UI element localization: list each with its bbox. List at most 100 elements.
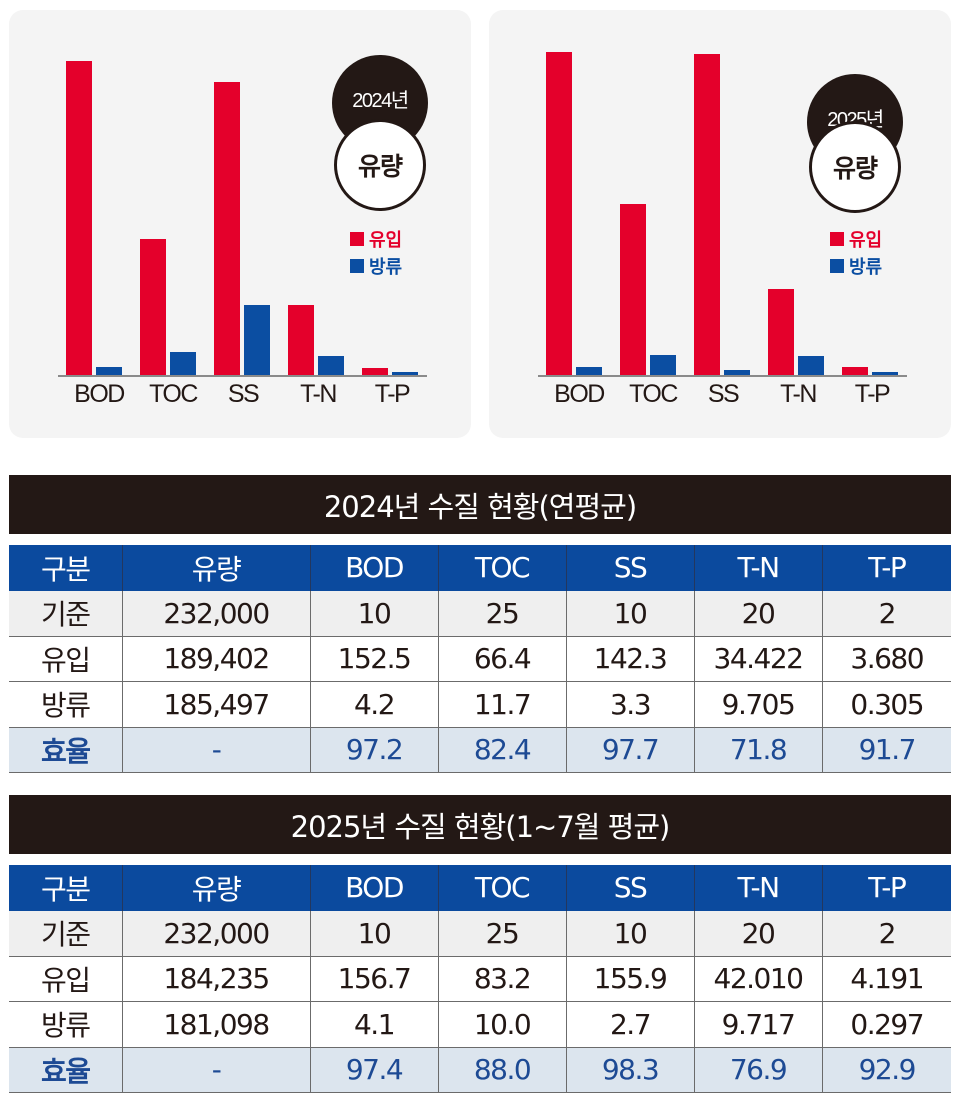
row-label: 효율 <box>9 1047 122 1093</box>
bar-inflow-tn-2025 <box>768 289 794 375</box>
bar-inflow-tp-2025 <box>842 367 868 375</box>
blue-square-icon <box>350 258 364 273</box>
column-header: BOD <box>309 545 438 591</box>
table-title: 2024년 수질 현황(연평균) <box>9 475 951 534</box>
chart-legend: 유입 방류 <box>350 225 402 279</box>
column-header: SS <box>565 545 694 591</box>
bar-inflow-bod-2024 <box>66 61 92 375</box>
row-label: 효율 <box>9 727 122 773</box>
column-header: T-N <box>693 865 822 911</box>
x-tick-label: T-P <box>374 380 411 408</box>
table-cell: 9.705 <box>693 681 822 727</box>
table-cell: 10 <box>565 910 694 956</box>
column-header: BOD <box>309 865 438 911</box>
table-cell: 0.297 <box>821 1001 951 1047</box>
row-label: 방류 <box>9 1001 122 1047</box>
data-table: 구분 유량 BOD TOC SS T-N T-P 기준 232,000 10 2… <box>9 545 951 773</box>
water-quality-table-2024: 2024년 수질 현황(연평균) 구분 유량 BOD TOC SS T-N T-… <box>9 475 951 773</box>
table-cell: - <box>121 1047 310 1093</box>
table-row-outflow: 방류 181,098 4.1 10.0 2.7 9.717 0.297 <box>9 1001 951 1047</box>
row-label: 유입 <box>9 636 122 682</box>
legend-label: 유입 <box>849 229 883 251</box>
x-tick-label: T-N <box>780 380 817 408</box>
table-cell: 152.5 <box>309 636 438 682</box>
table-cell: 10 <box>309 910 438 956</box>
bar-inflow-bod-2025 <box>546 52 572 375</box>
header-row: 구분 유량 BOD TOC SS T-N T-P <box>9 865 951 911</box>
table-row-efficiency: 효율 - 97.4 88.0 98.3 76.9 92.9 <box>9 1047 951 1093</box>
column-header: 구분 <box>9 545 122 591</box>
table-cell: 83.2 <box>437 956 566 1002</box>
table-cell: 10 <box>309 590 438 636</box>
row-label: 유입 <box>9 956 122 1002</box>
table-cell: 4.1 <box>309 1001 438 1047</box>
chart-panel-2024: BOD TOC SS T-N T-P 2024년 유량 유입 방류 <box>9 10 471 438</box>
bar-inflow-tp-2024 <box>362 368 388 375</box>
table-cell: 42.010 <box>693 956 822 1002</box>
column-header: T-P <box>821 865 951 911</box>
table-cell: 97.2 <box>309 727 438 773</box>
table-cell: 97.7 <box>565 727 694 773</box>
table-row-standard: 기준 232,000 10 25 10 20 2 <box>9 590 951 636</box>
bar-outflow-toc-2025 <box>650 355 676 375</box>
red-square-icon <box>350 231 364 246</box>
table-cell: 25 <box>437 910 566 956</box>
x-tick-label: BOD <box>74 380 125 408</box>
table-cell: 142.3 <box>565 636 694 682</box>
table-row-outflow: 방류 185,497 4.2 11.7 3.3 9.705 0.305 <box>9 681 951 727</box>
water-quality-table-2025: 2025년 수질 현황(1~7월 평균) 구분 유량 BOD TOC SS T-… <box>9 795 951 1093</box>
bar-inflow-toc-2025 <box>620 204 646 375</box>
bar-outflow-toc-2024 <box>170 352 196 375</box>
bar-outflow-tn-2025 <box>798 356 824 375</box>
bar-outflow-tp-2025 <box>872 372 898 375</box>
table-row-inflow: 유입 189,402 152.5 66.4 142.3 34.422 3.680 <box>9 636 951 682</box>
table-cell: 10 <box>565 590 694 636</box>
column-header: TOC <box>437 545 566 591</box>
table-cell: - <box>121 727 310 773</box>
table-cell: 76.9 <box>693 1047 822 1093</box>
table-cell: 232,000 <box>121 910 310 956</box>
header-row: 구분 유량 BOD TOC SS T-N T-P <box>9 545 951 591</box>
table-cell: 2 <box>821 590 951 636</box>
x-tick-label: SS <box>227 380 260 408</box>
x-tick-label: TOC <box>149 380 198 408</box>
table-cell: 181,098 <box>121 1001 310 1047</box>
bar-outflow-bod-2025 <box>576 367 602 375</box>
table-cell: 189,402 <box>121 636 310 682</box>
table-cell: 184,235 <box>121 956 310 1002</box>
table-cell: 2.7 <box>565 1001 694 1047</box>
table-cell: 20 <box>693 590 822 636</box>
table-cell: 97.4 <box>309 1047 438 1093</box>
bar-inflow-ss-2025 <box>694 54 720 375</box>
column-header: 구분 <box>9 865 122 911</box>
column-header: 유량 <box>121 545 310 591</box>
chart-legend: 유입 방류 <box>830 225 882 279</box>
table-cell: 20 <box>693 910 822 956</box>
legend-label: 방류 <box>369 256 403 278</box>
legend-item-inflow: 유입 <box>350 225 402 252</box>
x-tick-label: T-N <box>300 380 337 408</box>
x-axis-line <box>538 375 907 377</box>
table-cell: 232,000 <box>121 590 310 636</box>
table-cell: 10.0 <box>437 1001 566 1047</box>
legend-item-outflow: 방류 <box>350 252 402 279</box>
table-cell: 34.422 <box>693 636 822 682</box>
bar-outflow-ss-2025 <box>724 370 750 375</box>
table-cell: 3.680 <box>821 636 951 682</box>
table-cell: 25 <box>437 590 566 636</box>
bar-inflow-toc-2024 <box>140 239 166 375</box>
flow-badge: 유량 <box>809 121 901 213</box>
table-row-standard: 기준 232,000 10 25 10 20 2 <box>9 910 951 956</box>
red-square-icon <box>830 231 844 246</box>
legend-label: 방류 <box>849 256 883 278</box>
bar-outflow-ss-2024 <box>244 305 270 375</box>
table-cell: 71.8 <box>693 727 822 773</box>
table-cell: 9.717 <box>693 1001 822 1047</box>
column-header: 유량 <box>121 865 310 911</box>
data-table: 구분 유량 BOD TOC SS T-N T-P 기준 232,000 10 2… <box>9 865 951 1093</box>
blue-square-icon <box>830 258 844 273</box>
table-cell: 4.2 <box>309 681 438 727</box>
x-tick-label: BOD <box>554 380 605 408</box>
table-cell: 185,497 <box>121 681 310 727</box>
column-header: TOC <box>437 865 566 911</box>
